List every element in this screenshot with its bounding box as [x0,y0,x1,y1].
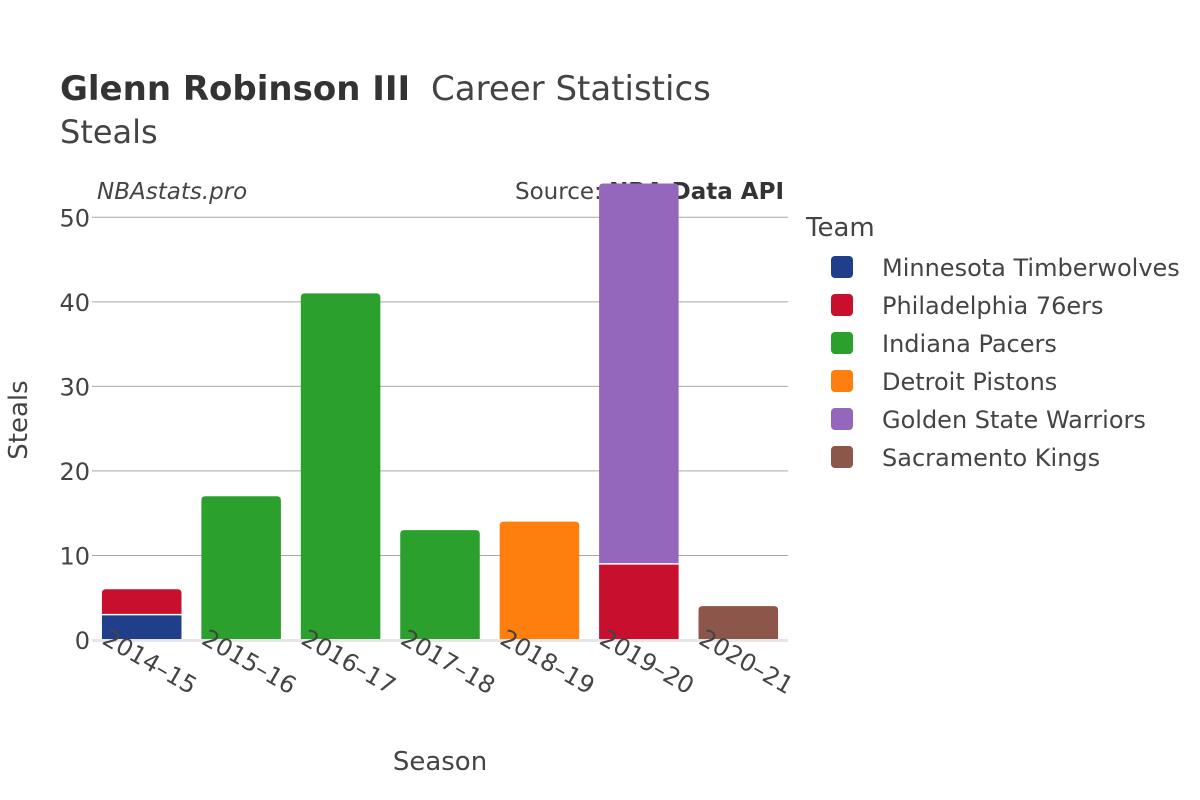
bar-detroit-pistons [499,521,580,640]
bar-sacramento-kings [698,606,779,640]
bar-indiana-pacers [201,496,281,640]
legend-item[interactable]: Golden State Warriors [831,406,1146,434]
legend-label: Sacramento Kings [882,444,1100,472]
chart-title: Glenn Robinson III Career Statistics [60,69,711,109]
bar-philadelphia-76ers [101,589,182,615]
legend-item[interactable]: Minnesota Timberwolves [831,254,1180,282]
legend-label: Philadelphia 76ers [882,292,1104,320]
legend-label: Golden State Warriors [882,406,1146,434]
legend-title: Team [805,213,875,243]
bar-minnesota-timberwolves [101,614,182,640]
y-tick-label: 40 [59,289,90,317]
legend-item[interactable]: Philadelphia 76ers [831,292,1104,320]
legend-item[interactable]: Detroit Pistons [831,368,1057,396]
legend-swatch [831,446,853,468]
legend-label: Detroit Pistons [882,368,1057,396]
legend-swatch [831,294,853,316]
bar-indiana-pacers [300,293,381,640]
watermark: NBAstats.pro [97,179,247,205]
legend-swatch [831,332,853,354]
bar-philadelphia-76ers [599,563,679,640]
legend-swatch [831,370,853,392]
legend: Minnesota Timberwolves Philadelphia 76ers… [831,254,1180,472]
y-tick-label: 10 [59,542,90,570]
y-tick-label: 20 [59,458,90,486]
bar-indiana-pacers [400,530,480,640]
y-tick-label: 0 [75,627,90,655]
y-axis-label: Steals [4,380,34,459]
legend-item[interactable]: Indiana Pacers [831,330,1057,358]
legend-label: Minnesota Timberwolves [882,254,1180,282]
legend-label: Indiana Pacers [882,330,1057,358]
legend-swatch [831,408,853,430]
source-prefix: Source: [515,179,609,205]
chart-title-bold: Glenn Robinson III [60,69,410,109]
x-axis-label: Season [393,747,487,777]
chart-title-rest: Career Statistics [431,69,711,109]
legend-item[interactable]: Sacramento Kings [831,444,1100,472]
bars [101,183,779,640]
grid-lines [92,216,788,556]
bar-golden-state-warriors [599,183,679,564]
y-tick-label: 50 [59,204,90,232]
y-axis-ticks: 0 10 20 30 40 50 [59,204,90,655]
chart-subtitle: Steals [60,113,158,151]
y-tick-label: 30 [59,373,90,401]
legend-swatch [831,256,853,278]
